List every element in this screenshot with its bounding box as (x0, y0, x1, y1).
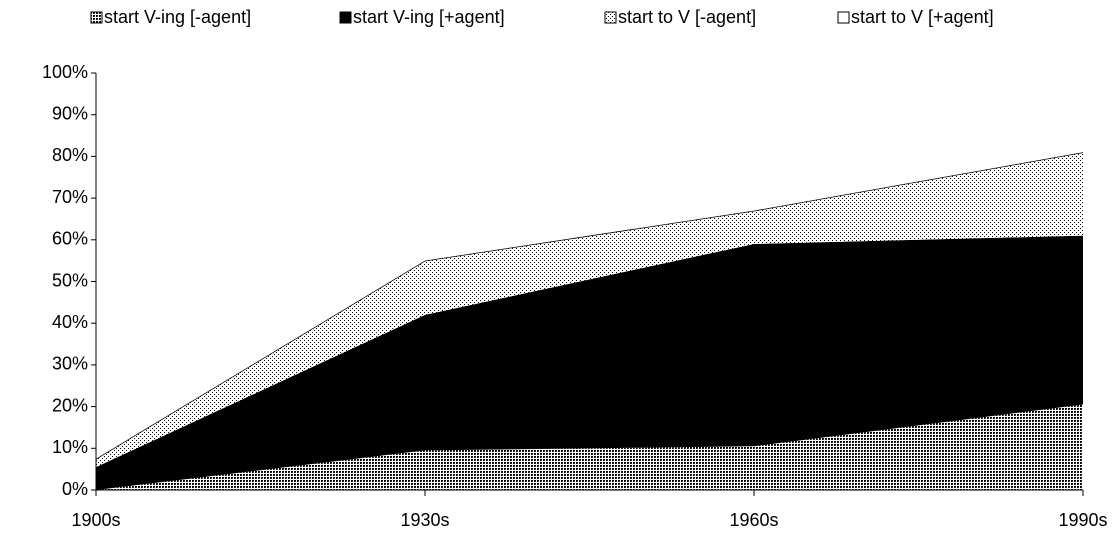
legend-label: start to V [-agent] (618, 7, 756, 27)
y-tick-label: 80% (52, 145, 88, 165)
area (96, 235, 1083, 490)
y-tick-label: 10% (52, 437, 88, 457)
area (96, 70, 1083, 459)
y-tick-label: 20% (52, 395, 88, 415)
area (96, 404, 1083, 490)
y-tick-label: 70% (52, 187, 88, 207)
x-tick-label: 1930s (400, 510, 449, 530)
y-tick-label: 60% (52, 229, 88, 249)
legend-swatch (604, 11, 617, 24)
y-tick-label: 0% (62, 479, 88, 499)
legend-label: start V-ing [+agent] (353, 7, 505, 27)
legend-swatch (90, 11, 103, 24)
area (96, 152, 1083, 468)
y-tick-label: 100% (42, 62, 88, 82)
x-tick-label: 1900s (71, 510, 120, 530)
y-tick-label: 90% (52, 103, 88, 123)
x-tick-label: 1960s (729, 510, 778, 530)
y-tick-label: 30% (52, 354, 88, 374)
legend-swatch (837, 11, 850, 24)
x-tick-label: 1990s (1058, 510, 1107, 530)
legend-label: start V-ing [-agent] (104, 7, 251, 27)
legend-swatch (339, 11, 352, 24)
y-tick-label: 50% (52, 270, 88, 290)
legend-label: start to V [+agent] (851, 7, 994, 27)
y-tick-label: 40% (52, 312, 88, 332)
